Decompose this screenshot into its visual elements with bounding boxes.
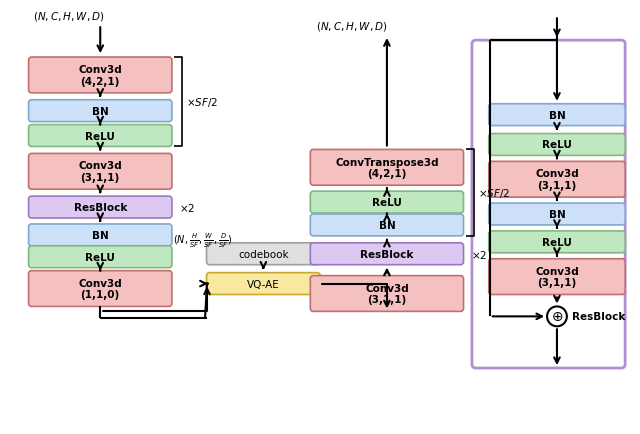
FancyBboxPatch shape: [29, 58, 172, 94]
FancyBboxPatch shape: [29, 271, 172, 307]
FancyBboxPatch shape: [489, 204, 625, 225]
Text: Conv3d
(3,1,1): Conv3d (3,1,1): [535, 266, 579, 288]
Text: $\times 2$: $\times 2$: [471, 248, 487, 260]
FancyBboxPatch shape: [29, 246, 172, 268]
Text: ReLU: ReLU: [85, 131, 115, 141]
Text: ResBlock: ResBlock: [572, 312, 625, 322]
Text: $\times 2$: $\times 2$: [179, 202, 196, 214]
FancyBboxPatch shape: [489, 231, 625, 253]
Text: ReLU: ReLU: [542, 237, 572, 247]
Text: VQ-AE: VQ-AE: [247, 279, 280, 289]
FancyBboxPatch shape: [489, 162, 625, 197]
FancyBboxPatch shape: [489, 259, 625, 295]
Text: Conv3d
(4,2,1): Conv3d (4,2,1): [78, 65, 122, 86]
Text: $\oplus$: $\oplus$: [551, 309, 563, 324]
FancyBboxPatch shape: [29, 101, 172, 122]
Text: $(N, C, H, W, D)$: $(N, C, H, W, D)$: [316, 20, 387, 33]
Text: Conv3d
(3,1,1): Conv3d (3,1,1): [365, 283, 409, 305]
FancyBboxPatch shape: [310, 214, 463, 237]
FancyBboxPatch shape: [489, 105, 625, 126]
Text: Conv3d
(3,1,1): Conv3d (3,1,1): [535, 169, 579, 191]
FancyBboxPatch shape: [207, 243, 320, 265]
FancyBboxPatch shape: [310, 243, 463, 265]
Text: ReLU: ReLU: [542, 140, 572, 150]
FancyBboxPatch shape: [310, 192, 463, 214]
Text: BN: BN: [548, 110, 565, 120]
Text: $(N, C, H, W, D)$: $(N, C, H, W, D)$: [33, 10, 104, 23]
Text: $\times SF/2$: $\times SF/2$: [186, 96, 218, 109]
Text: BN: BN: [548, 210, 565, 220]
FancyBboxPatch shape: [207, 273, 320, 295]
Text: ResBlock: ResBlock: [74, 203, 127, 213]
Text: Conv3d
(3,1,1): Conv3d (3,1,1): [78, 161, 122, 183]
Text: ResBlock: ResBlock: [360, 249, 413, 259]
FancyBboxPatch shape: [310, 150, 463, 186]
Circle shape: [547, 307, 567, 326]
Text: $(N, \frac{H}{SF}, \frac{W}{SF}, \frac{D}{SF})$: $(N, \frac{H}{SF}, \frac{W}{SF}, \frac{D…: [173, 231, 233, 250]
FancyBboxPatch shape: [29, 224, 172, 246]
FancyBboxPatch shape: [310, 276, 463, 312]
FancyBboxPatch shape: [489, 134, 625, 156]
Text: BN: BN: [92, 230, 109, 240]
Text: ReLU: ReLU: [372, 197, 402, 207]
Text: codebook: codebook: [238, 249, 289, 259]
Text: BN: BN: [378, 220, 396, 230]
FancyBboxPatch shape: [29, 197, 172, 218]
Text: BN: BN: [92, 106, 109, 116]
FancyBboxPatch shape: [29, 125, 172, 147]
Text: Conv3d
(1,1,0): Conv3d (1,1,0): [78, 278, 122, 299]
Text: ConvTranspose3d
(4,2,1): ConvTranspose3d (4,2,1): [335, 157, 439, 179]
FancyBboxPatch shape: [29, 154, 172, 190]
Text: ReLU: ReLU: [85, 252, 115, 262]
Text: $\times SF/2$: $\times SF/2$: [478, 187, 510, 200]
